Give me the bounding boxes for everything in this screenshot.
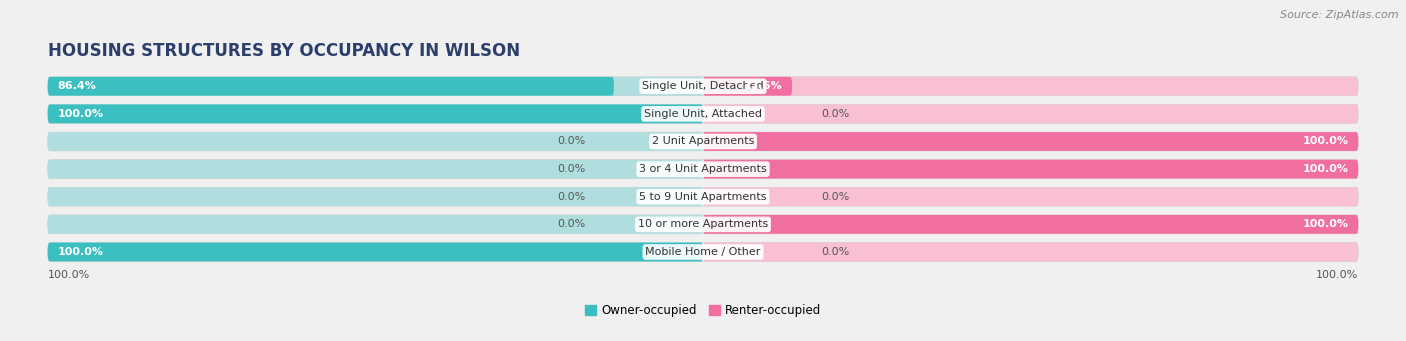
Text: 100.0%: 100.0% (58, 109, 104, 119)
Text: 0.0%: 0.0% (821, 192, 849, 202)
FancyBboxPatch shape (48, 77, 703, 95)
Text: 0.0%: 0.0% (557, 219, 585, 229)
FancyBboxPatch shape (48, 187, 1358, 206)
Text: 5 to 9 Unit Apartments: 5 to 9 Unit Apartments (640, 192, 766, 202)
FancyBboxPatch shape (48, 104, 703, 123)
FancyBboxPatch shape (48, 160, 1358, 178)
Text: Single Unit, Detached: Single Unit, Detached (643, 81, 763, 91)
FancyBboxPatch shape (48, 242, 1358, 262)
Text: Single Unit, Attached: Single Unit, Attached (644, 109, 762, 119)
FancyBboxPatch shape (48, 242, 703, 262)
FancyBboxPatch shape (48, 242, 703, 262)
FancyBboxPatch shape (703, 77, 792, 95)
FancyBboxPatch shape (703, 160, 1358, 178)
Text: 0.0%: 0.0% (557, 192, 585, 202)
Text: 100.0%: 100.0% (1302, 136, 1348, 147)
FancyBboxPatch shape (703, 215, 1358, 234)
FancyBboxPatch shape (703, 215, 1358, 234)
FancyBboxPatch shape (48, 187, 703, 206)
FancyBboxPatch shape (48, 104, 1358, 123)
FancyBboxPatch shape (703, 132, 1358, 151)
FancyBboxPatch shape (703, 132, 1358, 151)
FancyBboxPatch shape (48, 215, 703, 234)
Text: 10 or more Apartments: 10 or more Apartments (638, 219, 768, 229)
Text: Source: ZipAtlas.com: Source: ZipAtlas.com (1281, 10, 1399, 20)
FancyBboxPatch shape (48, 104, 703, 123)
Text: Mobile Home / Other: Mobile Home / Other (645, 247, 761, 257)
FancyBboxPatch shape (703, 160, 1358, 178)
FancyBboxPatch shape (703, 187, 1358, 206)
Legend: Owner-occupied, Renter-occupied: Owner-occupied, Renter-occupied (579, 299, 827, 322)
FancyBboxPatch shape (48, 77, 614, 95)
Text: 100.0%: 100.0% (1316, 270, 1358, 280)
Text: 86.4%: 86.4% (58, 81, 97, 91)
Text: HOUSING STRUCTURES BY OCCUPANCY IN WILSON: HOUSING STRUCTURES BY OCCUPANCY IN WILSO… (48, 42, 520, 60)
FancyBboxPatch shape (48, 132, 703, 151)
Text: 100.0%: 100.0% (58, 247, 104, 257)
Text: 100.0%: 100.0% (48, 270, 90, 280)
FancyBboxPatch shape (703, 77, 1358, 95)
Text: 0.0%: 0.0% (557, 136, 585, 147)
FancyBboxPatch shape (703, 104, 1358, 123)
Text: 0.0%: 0.0% (557, 164, 585, 174)
Text: 0.0%: 0.0% (821, 247, 849, 257)
FancyBboxPatch shape (48, 160, 703, 178)
FancyBboxPatch shape (703, 242, 1358, 262)
Text: 100.0%: 100.0% (1302, 219, 1348, 229)
Text: 0.0%: 0.0% (821, 109, 849, 119)
Text: 3 or 4 Unit Apartments: 3 or 4 Unit Apartments (640, 164, 766, 174)
Text: 2 Unit Apartments: 2 Unit Apartments (652, 136, 754, 147)
FancyBboxPatch shape (48, 215, 1358, 234)
FancyBboxPatch shape (48, 132, 1358, 151)
Text: 13.6%: 13.6% (744, 81, 782, 91)
FancyBboxPatch shape (48, 77, 1358, 95)
Text: 100.0%: 100.0% (1302, 164, 1348, 174)
